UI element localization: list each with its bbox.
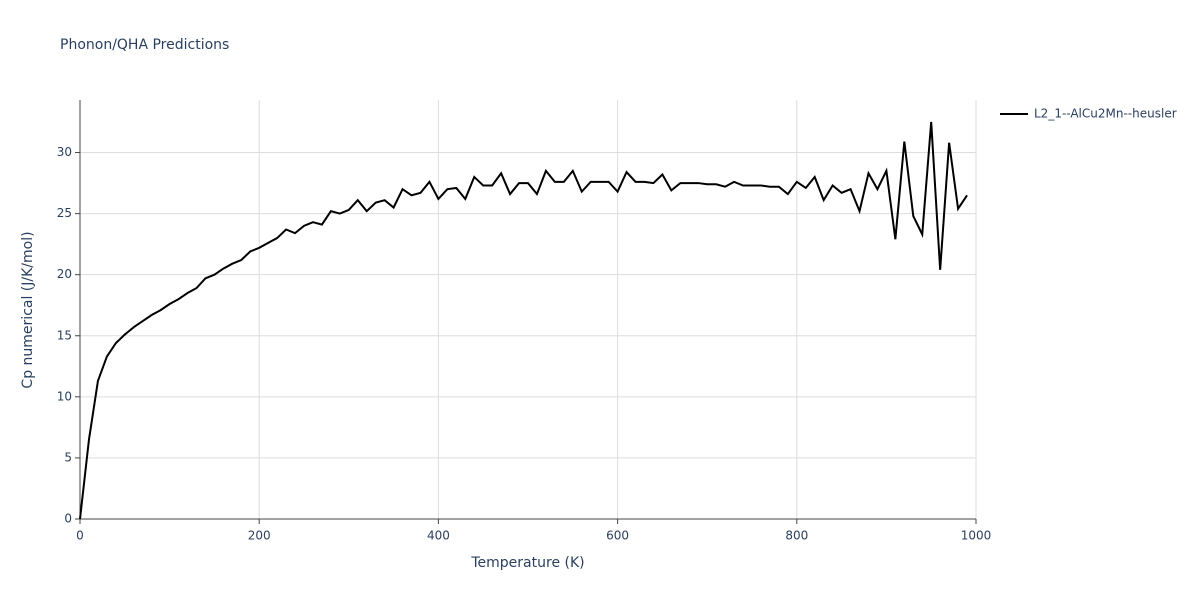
x-tick-label: 1000 <box>961 529 992 543</box>
x-tick-label: 200 <box>248 529 271 543</box>
y-tick-label: 5 <box>64 450 72 464</box>
x-tick-label: 400 <box>427 529 450 543</box>
y-tick-label: 0 <box>64 512 72 526</box>
y-tick-label: 10 <box>57 389 72 403</box>
chart-title: Phonon/QHA Predictions <box>60 37 229 53</box>
legend-label: L2_1--AlCu2Mn--heusler <box>1034 107 1177 121</box>
x-tick-label: 800 <box>785 529 808 543</box>
x-tick-label: 0 <box>76 529 84 543</box>
y-tick-label: 20 <box>57 267 72 281</box>
y-tick-label: 25 <box>57 206 72 220</box>
x-axis-title: Temperature (K) <box>470 555 584 571</box>
data-line <box>79 121 968 520</box>
y-axis-title: Cp numerical (J/K/mol) <box>20 231 36 388</box>
y-tick-label: 30 <box>57 145 72 159</box>
y-tick-label: 15 <box>57 328 72 342</box>
x-tick-label: 600 <box>606 529 629 543</box>
